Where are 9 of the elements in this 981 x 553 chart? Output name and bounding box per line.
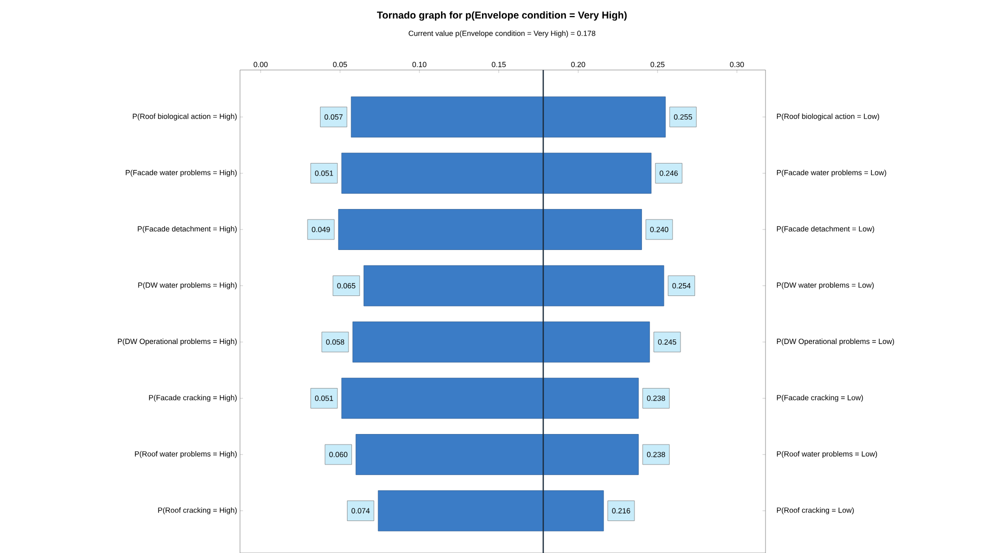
bar [338, 209, 642, 250]
bar [352, 322, 650, 362]
chart-title: Tornado graph for p(Envelope condition = Very High) [376, 11, 627, 21]
bar [350, 96, 666, 138]
bar [356, 434, 639, 475]
bar [341, 152, 652, 194]
bar [378, 490, 604, 532]
bar [364, 265, 664, 306]
bar [341, 378, 639, 419]
